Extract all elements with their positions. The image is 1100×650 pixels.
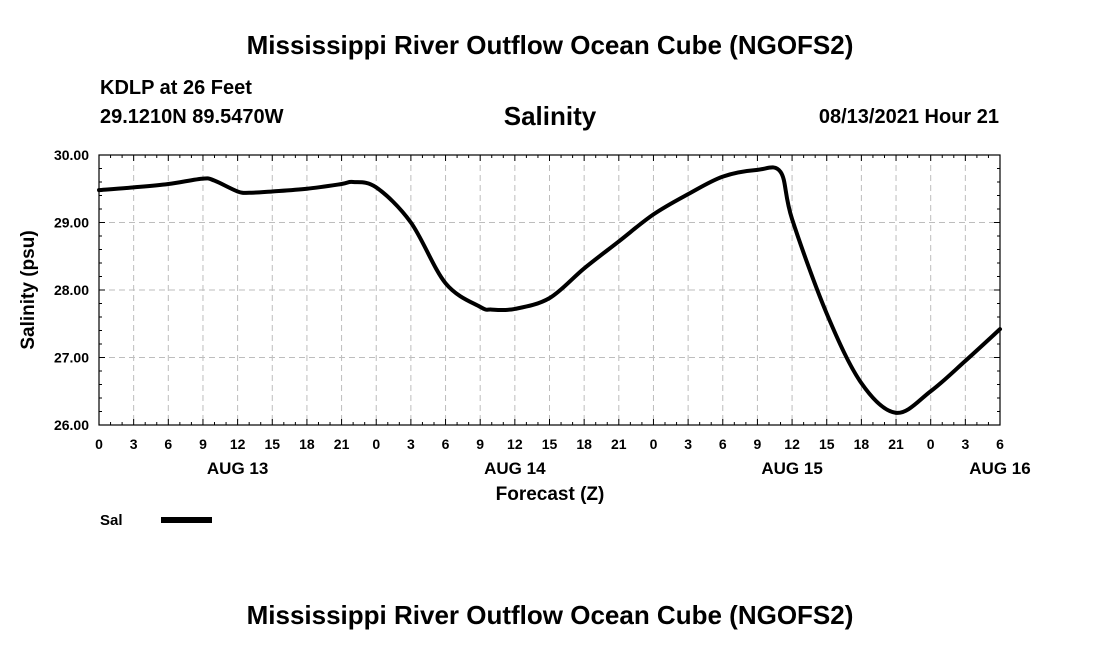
- x-tick-label: 15: [264, 436, 280, 452]
- station-coordinates: 29.1210N 89.5470W: [100, 106, 284, 128]
- y-tick-label: 29.00: [54, 215, 89, 231]
- series-line-sal: [97, 165, 1002, 415]
- x-tick-label: 6: [996, 436, 1004, 452]
- legend: Sal: [100, 512, 212, 529]
- x-tick-label: 18: [576, 436, 592, 452]
- forecast-datetime: 08/13/2021 Hour 21: [818, 106, 999, 128]
- gridlines: [99, 155, 1000, 425]
- station-label: KDLP at 26 Feet: [100, 77, 252, 99]
- footer-title: Mississippi River Outflow Ocean Cube (NG…: [246, 600, 854, 630]
- day-label: AUG 14: [484, 459, 546, 478]
- x-axis-label: Forecast (Z): [496, 484, 605, 505]
- x-tick-label: 3: [961, 436, 969, 452]
- x-tick-label: 12: [230, 436, 246, 452]
- axis-labels: 0 3 6 9 12 15 18 21 0 3 6 9 12 15 18 21 0 3 6 9 12 15 18 21 0 3 6 A…: [54, 147, 1031, 478]
- x-tick-label: 18: [299, 436, 315, 452]
- axis-ticks: [98, 154, 1001, 426]
- x-tick-label: 3: [684, 436, 692, 452]
- x-tick-label: 18: [854, 436, 870, 452]
- plot-title: Salinity: [503, 101, 597, 131]
- main-title: Mississippi River Outflow Ocean Cube (NG…: [246, 30, 854, 60]
- x-tick-label: 3: [130, 436, 138, 452]
- x-tick-label: 15: [819, 436, 835, 452]
- x-tick-label: 6: [164, 436, 172, 452]
- x-tick-label: 12: [784, 436, 800, 452]
- x-tick-label: 6: [719, 436, 727, 452]
- y-tick-label: 30.00: [54, 147, 89, 163]
- legend-label: Sal: [100, 512, 123, 529]
- x-tick-label: 0: [927, 436, 935, 452]
- x-tick-label: 3: [407, 436, 415, 452]
- y-axis-label: Salinity (psu): [18, 230, 39, 349]
- x-tick-label: 6: [442, 436, 450, 452]
- day-label: AUG 13: [207, 459, 268, 478]
- y-tick-label: 27.00: [54, 350, 89, 366]
- y-tick-label: 28.00: [54, 282, 89, 298]
- x-tick-label: 0: [650, 436, 658, 452]
- x-tick-label: 0: [372, 436, 380, 452]
- x-tick-label: 9: [199, 436, 207, 452]
- x-tick-label: 21: [888, 436, 904, 452]
- day-label: AUG 16: [969, 459, 1030, 478]
- y-tick-label: 26.00: [54, 417, 89, 433]
- x-tick-label: 0: [95, 436, 103, 452]
- x-tick-label: 21: [611, 436, 627, 452]
- x-tick-label: 9: [754, 436, 762, 452]
- x-tick-label: 12: [507, 436, 523, 452]
- series-layer: [97, 165, 1002, 415]
- x-tick-label: 9: [476, 436, 484, 452]
- x-tick-label: 21: [334, 436, 350, 452]
- x-tick-label: 15: [542, 436, 558, 452]
- day-label: AUG 15: [761, 459, 822, 478]
